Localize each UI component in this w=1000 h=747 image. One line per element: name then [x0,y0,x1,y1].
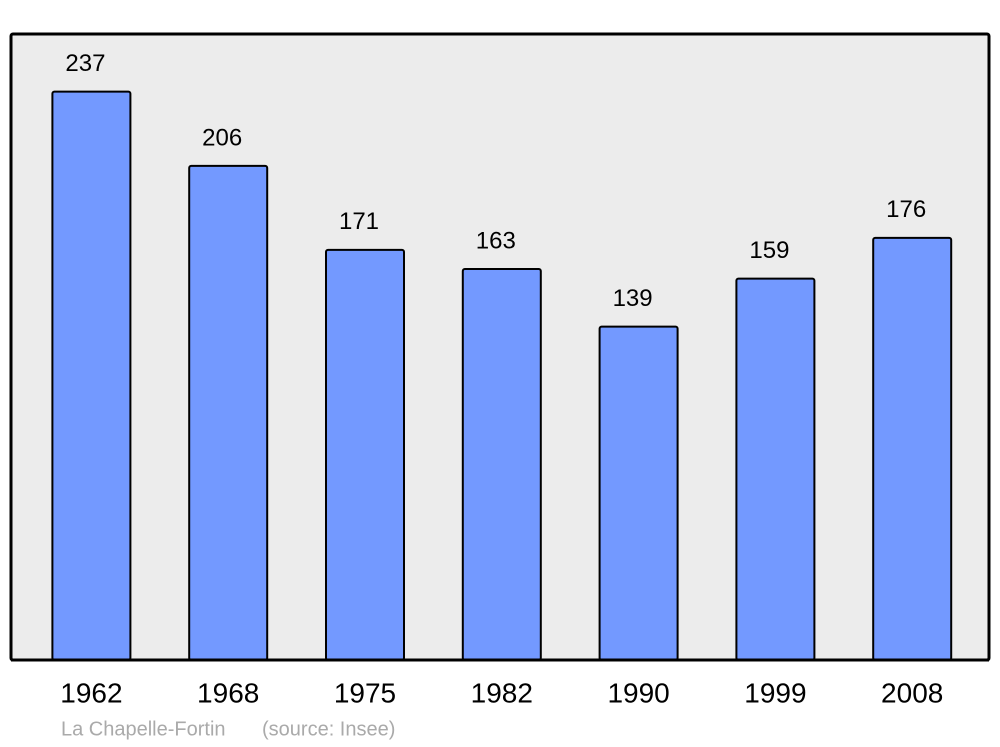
x-tick-label: 1999 [744,677,806,708]
bar [872,236,953,662]
x-tick-label: 1968 [197,677,259,708]
x-tick-label: 1975 [334,677,396,708]
value-label: 159 [749,237,789,264]
bar [325,248,405,662]
bar [598,325,679,661]
value-label: 163 [476,227,516,254]
value-label: 237 [65,50,105,77]
value-label: 139 [613,285,653,312]
bar [735,277,816,661]
x-tick-label: 1990 [607,677,669,708]
value-label: 176 [886,196,926,223]
bar [461,268,542,661]
x-tick-label: 1982 [471,677,533,708]
value-label: 171 [339,208,379,235]
bar [51,90,132,661]
value-label: 206 [202,124,242,151]
x-tick-label: 1962 [60,677,122,708]
caption: La Chapelle-Fortin [61,718,226,740]
x-tick-label: 2008 [881,677,943,708]
bar [188,164,269,661]
source: (source: Insee) [262,718,395,740]
